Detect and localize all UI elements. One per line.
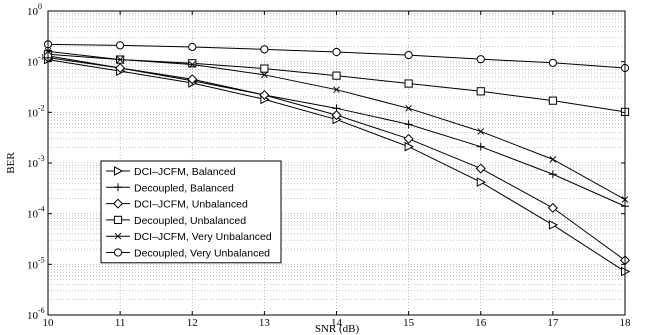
legend-label: DCI–JCFM, Very Unbalanced [134,231,272,243]
x-marker [549,156,557,163]
legend-item: Decoupled, Unbalanced [106,215,246,227]
triangle-marker [476,177,487,187]
diamond-marker [547,202,558,213]
diamond-marker [259,89,270,100]
x-tick-label: 15 [403,317,415,329]
legend-label: Decoupled, Unbalanced [134,215,246,227]
diamond-marker [112,198,124,209]
legend-label: DCI–JCFM, Unbalanced [134,199,248,211]
triangle-marker [114,166,124,176]
triangle-marker [548,220,559,230]
x-tick-label: 11 [115,317,126,329]
y-tick-exponent: -1 [38,53,45,62]
diamond-marker [115,62,126,74]
diamond-marker [187,74,198,85]
x-tick-label: 16 [475,317,487,329]
legend-item: DCI–JCFM, Very Unbalanced [106,231,272,243]
x-axis-label: SNR (dB) [315,323,360,335]
y-tick-label: 10-1 [27,53,45,69]
x-marker [188,61,196,68]
x-marker [261,71,268,79]
y-tick-exponent: -3 [38,154,45,163]
y-tick-label: 10-3 [27,154,45,170]
y-tick-label: 100 [27,2,42,18]
series-5 [44,47,629,203]
y-tick-label: 10-2 [27,103,45,119]
circle-marker [260,45,269,54]
legend-label: Decoupled, Balanced [134,182,234,194]
plus-marker [404,120,413,129]
circle-marker [116,41,125,50]
legend: DCI–JCFM, Balanced Decoupled, Balanced DCI… [100,160,282,264]
legend-item: Decoupled, Very Unbalanced [106,248,270,260]
x-marker [477,128,485,135]
diamond-marker [331,110,342,121]
square-marker [260,64,269,73]
diamond-marker [403,133,414,144]
plus-marker [548,170,557,179]
legend-label: Decoupled, Very Unbalanced [134,248,270,260]
square-marker [404,79,413,88]
square-marker [332,71,341,80]
y-tick-label: 10-4 [27,205,45,221]
legend-item: DCI–JCFM, Balanced [106,166,236,178]
y-tick-label: 10-5 [27,255,45,271]
x-marker [116,56,124,63]
x-marker [405,104,412,112]
square-marker [476,87,485,96]
square-marker [548,96,557,105]
circle-marker [548,58,557,67]
y-tick-exponent: 0 [38,2,42,11]
circle-marker [113,248,123,257]
y-axis-label: BER [5,152,17,174]
x-tick-label: 18 [620,317,632,329]
x-tick-label: 14 [331,317,343,329]
y-tick-exponent: -2 [38,103,45,112]
x-tick-label: 12 [187,317,198,329]
triangle-marker [404,141,414,152]
legend-item: Decoupled, Balanced [106,182,234,194]
y-tick-exponent: -6 [38,306,45,315]
x-tick-label: 17 [547,317,559,329]
legend-item: DCI–JCFM, Unbalanced [106,198,248,211]
plus-marker [114,183,122,192]
x-marker [114,232,122,240]
square-marker [113,215,123,225]
circle-marker [476,55,485,64]
circle-marker [332,47,341,57]
plot-series [42,40,631,277]
x-tick-label: 13 [259,317,271,329]
x-marker [333,86,340,94]
plus-marker [476,142,485,151]
diamond-marker [475,163,486,174]
legend-box [100,160,282,264]
y-tick-exponent: -5 [38,255,45,264]
legend-label: DCI–JCFM, Balanced [134,166,236,178]
x-tick-label: 10 [43,317,55,329]
square-marker [188,59,197,68]
circle-marker [404,50,413,60]
circle-marker [188,42,197,52]
axis-ticks: 10 11 12 13 14 15 16 17 18 100 10-1 10-2 10-3 10-4 10-… [27,2,631,329]
y-tick-exponent: -4 [38,205,45,214]
